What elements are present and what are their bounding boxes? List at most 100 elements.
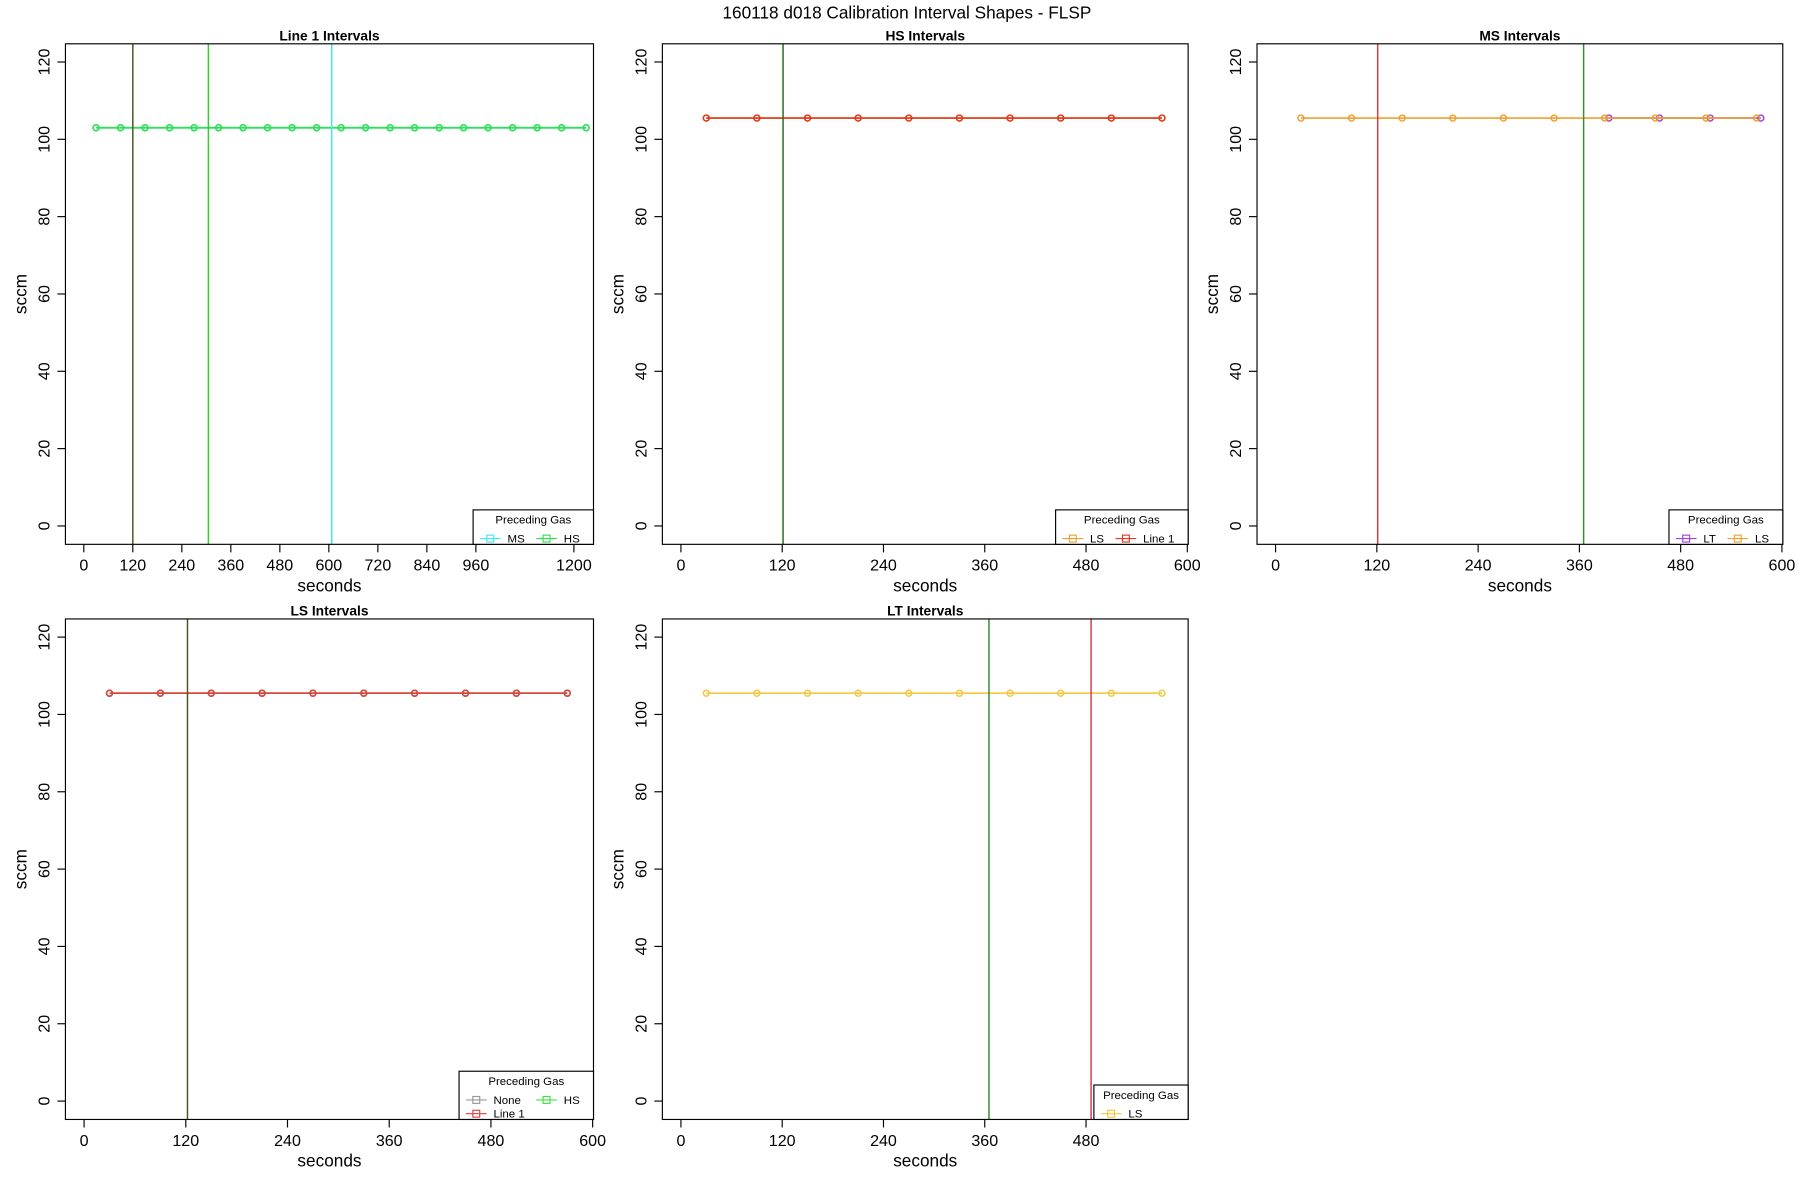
data-point (214, 123, 223, 132)
x-tick-label: 360 (971, 1132, 998, 1150)
data-point (1757, 114, 1765, 122)
data-point (905, 114, 913, 122)
y-tick-label: 60 (35, 285, 53, 303)
data-point (337, 123, 345, 132)
data-point (1107, 114, 1116, 122)
data-point (1499, 114, 1508, 122)
x-tick-label: 840 (413, 557, 440, 575)
legend: Preceding Gas LS Line 1 (1055, 509, 1189, 546)
data-point (410, 123, 419, 132)
data-point (484, 123, 492, 132)
y-tick-label: 100 (1227, 126, 1245, 153)
plot-frame (1256, 43, 1784, 545)
data-point (753, 114, 761, 122)
legend-marker (486, 534, 495, 543)
x-tick-label: 240 (274, 1132, 301, 1150)
x-tick-label: 120 (119, 557, 146, 575)
y-tick-label: 80 (632, 208, 650, 226)
x-tick-label: 360 (217, 557, 244, 575)
x-tick-label: 240 (1465, 557, 1492, 575)
plot-area (702, 618, 1166, 1120)
x-tick-label: 0 (80, 1132, 89, 1150)
y-tick-label: 0 (35, 1097, 53, 1106)
data-point (1651, 114, 1660, 122)
plot-area (702, 43, 1166, 545)
y-axis-label: sccm (607, 274, 627, 314)
data-point (1158, 689, 1166, 697)
y-tick-label: 80 (1227, 208, 1245, 226)
plot-frame (64, 43, 595, 545)
legend-label: None (494, 1095, 521, 1107)
plot-frame (661, 618, 1189, 1121)
y-tick-label: 40 (632, 937, 650, 955)
data-point (803, 689, 812, 697)
x-tick-label: 480 (1073, 557, 1100, 575)
data-point (116, 123, 125, 132)
data-point (1347, 114, 1356, 122)
data-point (459, 123, 468, 132)
panel-title: HS Intervals (885, 28, 965, 43)
data-point (1449, 114, 1457, 122)
y-tick-label: 20 (1227, 440, 1245, 458)
y-tick-label: 80 (35, 208, 53, 226)
legend-box (458, 1070, 595, 1121)
data-point (1158, 114, 1166, 122)
legend-label: LS (1755, 534, 1769, 546)
legend-marker (542, 1095, 551, 1104)
x-tick-label: 480 (1667, 557, 1694, 575)
legend-marker (472, 1109, 481, 1118)
data-point (239, 123, 247, 132)
figure-title: 160118 d018 Calibration Interval Shapes … (722, 3, 1091, 23)
data-point (1107, 689, 1116, 697)
y-tick-label: 40 (35, 362, 53, 380)
panel-title: LS Intervals (290, 603, 368, 618)
y-tick-label: 100 (632, 126, 650, 153)
y-tick-label: 120 (35, 49, 53, 76)
data-point (165, 123, 174, 132)
data-point (854, 689, 862, 697)
x-tick-label: 360 (1566, 557, 1593, 575)
x-tick-label: 120 (1363, 557, 1390, 575)
data-point (955, 689, 964, 697)
data-point (702, 689, 710, 697)
y-tick-label: 120 (35, 624, 53, 651)
panel-title: LT Intervals (887, 603, 964, 618)
x-tick-label: 480 (1073, 1132, 1100, 1150)
y-tick-label: 40 (1227, 362, 1245, 380)
y-axis-label: sccm (607, 849, 627, 889)
panel: MS Intervals 0 120 240 360 480 600 0 20 40 60 80 100… (1202, 28, 1795, 595)
data-point (105, 689, 114, 697)
x-axis-label: seconds (893, 1151, 957, 1171)
panel: LT Intervals 0 120 240 360 480 0 20 40 60 80 100 120… (607, 603, 1189, 1171)
x-tick-label: 0 (676, 1132, 685, 1150)
legend: Preceding Gas LS (1093, 1084, 1189, 1121)
x-tick-label: 240 (870, 1132, 897, 1150)
y-tick-label: 120 (1227, 49, 1245, 76)
x-tick-label: 960 (462, 557, 489, 575)
legend-marker (1733, 534, 1742, 543)
legend-label: Line 1 (1143, 534, 1174, 546)
data-point (563, 689, 571, 697)
y-tick-label: 100 (35, 126, 53, 153)
legend-label: MS (508, 534, 526, 546)
legend-label: HS (564, 1095, 580, 1107)
data-point (702, 114, 710, 122)
x-tick-label: 0 (676, 557, 685, 575)
panel: HS Intervals 0 120 240 360 480 600 0 20 40 60 80 100… (607, 28, 1200, 595)
data-point (461, 689, 470, 697)
y-tick-label: 120 (632, 624, 650, 651)
y-tick-label: 60 (35, 860, 53, 878)
data-point (1006, 114, 1014, 122)
data-point (854, 114, 862, 122)
x-tick-label: 600 (1174, 557, 1201, 575)
x-tick-label: 1200 (556, 557, 592, 575)
legend-label: LS (1090, 534, 1104, 546)
legend: Preceding Gas LT LS (1668, 509, 1784, 546)
x-tick-label: 600 (1769, 557, 1796, 575)
data-point (905, 689, 913, 697)
legend-title: Preceding Gas (488, 1076, 564, 1088)
legend-label: HS (564, 534, 580, 546)
data-point (435, 123, 443, 132)
data-point (309, 689, 317, 697)
data-point (156, 689, 165, 697)
